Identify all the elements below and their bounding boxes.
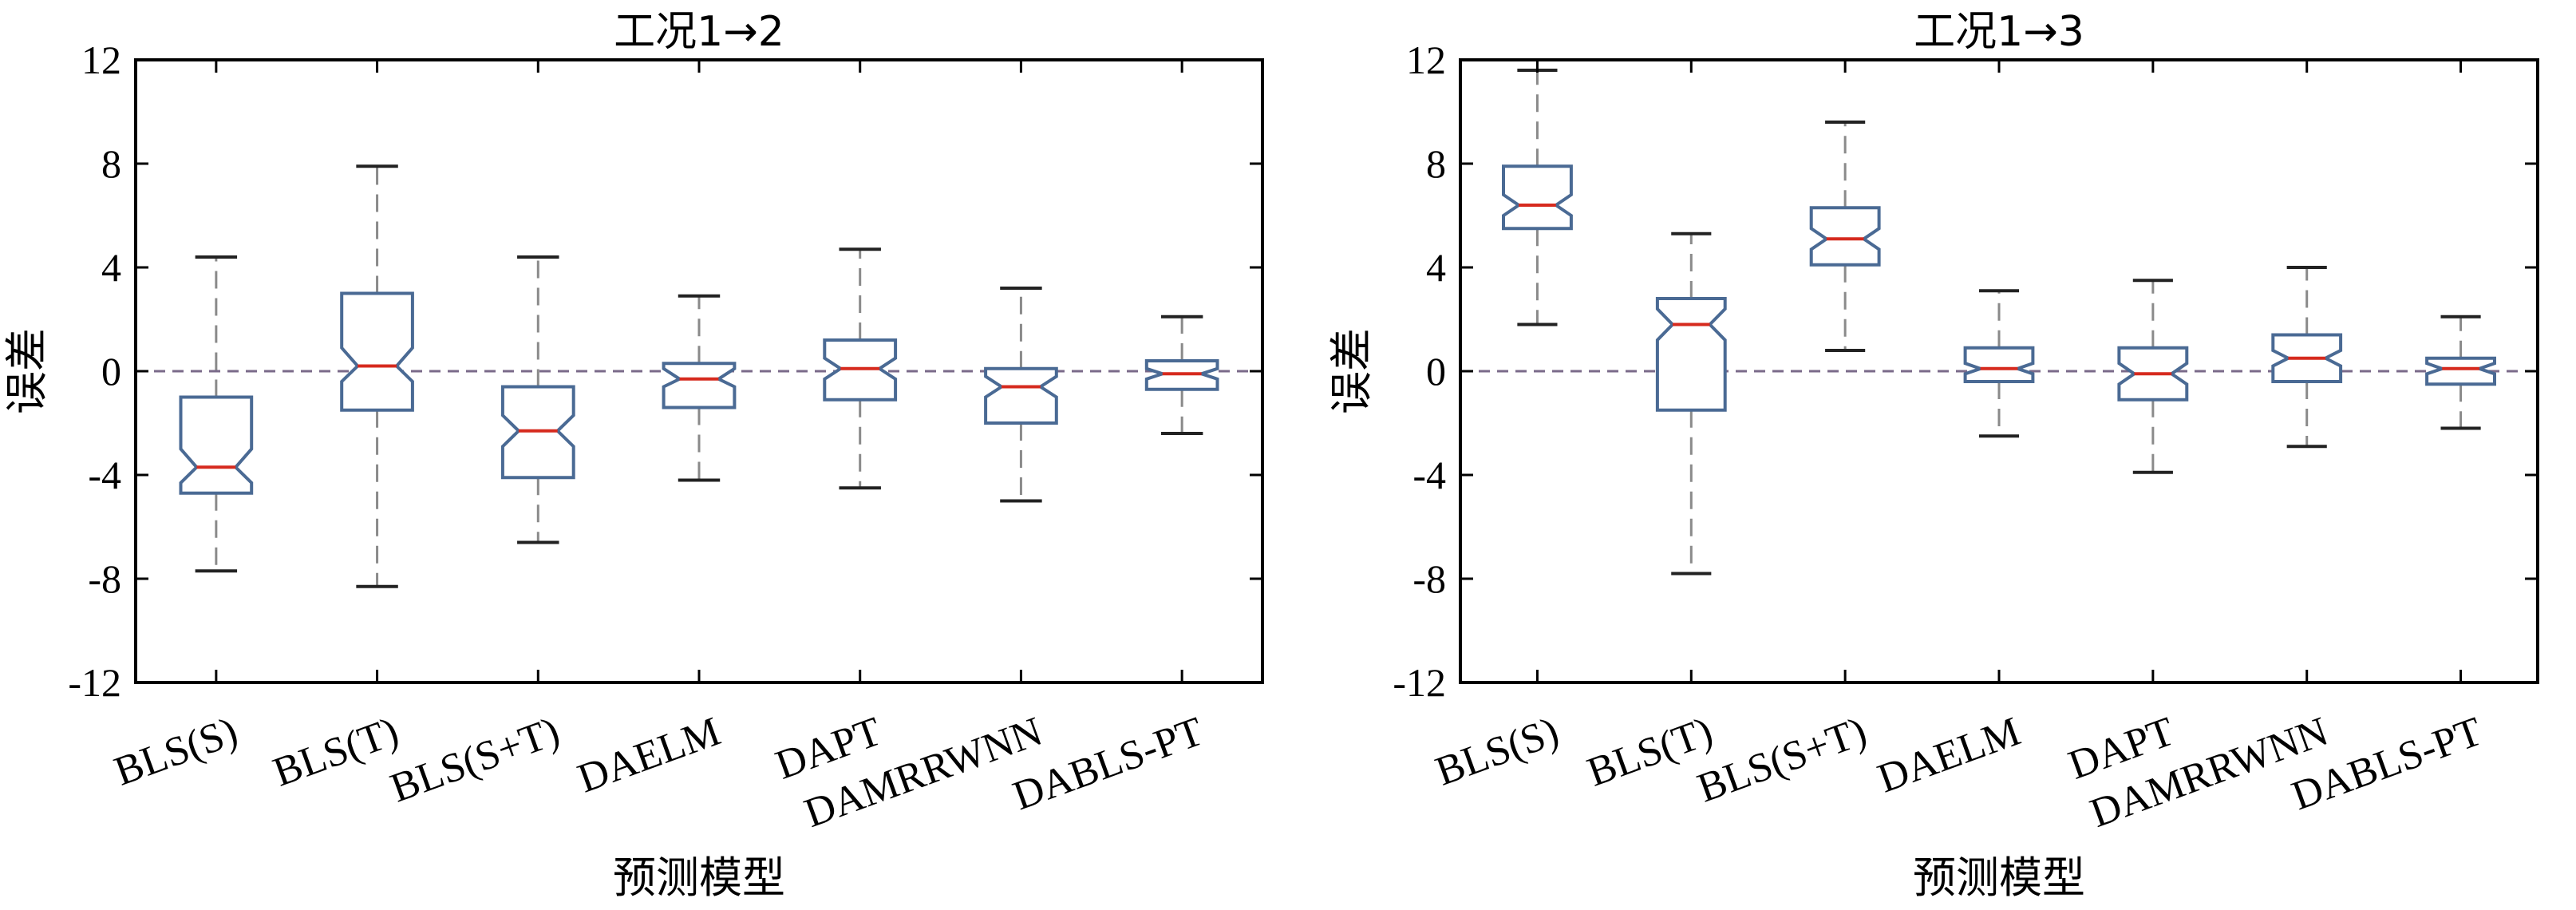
notched-box	[1655, 297, 1727, 412]
notched-box	[984, 366, 1058, 425]
x-tick-label: BLS(S)	[109, 709, 243, 795]
y-tick-label: -4	[88, 453, 121, 497]
x-axis-label: 预测模型	[613, 853, 785, 903]
notched-box	[340, 291, 414, 412]
box-dapt	[2117, 279, 2189, 474]
box-bls-s-t-	[500, 255, 575, 544]
y-tick-label: 4	[101, 245, 121, 290]
y-tick-label: 0	[101, 349, 121, 394]
notched-box	[179, 395, 254, 495]
x-tick-label: BLS(S+T)	[385, 709, 565, 812]
box-bls-t-	[1655, 231, 1727, 576]
notched-box	[1963, 346, 2035, 383]
y-tick-label: -8	[88, 556, 121, 601]
notched-box	[1809, 206, 1881, 267]
y-tick-label: -12	[1393, 660, 1446, 705]
notched-box	[1502, 164, 1573, 231]
notched-box	[662, 362, 737, 410]
chart-title: 工况1→3	[1914, 8, 2084, 56]
box-bls-t-	[340, 164, 414, 588]
y-tick-label: 12	[81, 38, 121, 82]
box-bls-s-	[179, 255, 254, 573]
chart-title: 工况1→2	[614, 8, 784, 56]
box-damrrwnn	[984, 287, 1058, 503]
y-tick-label: 0	[1426, 349, 1446, 394]
y-tick-label: 12	[1406, 38, 1446, 82]
x-tick-label: DAELM	[572, 709, 726, 802]
x-tick-label: BLS(T)	[267, 709, 405, 796]
box-dapt	[823, 247, 898, 490]
y-axis-label: 误差	[2, 328, 52, 414]
box-bls-s-t-	[1809, 121, 1881, 352]
box-bls-s-	[1502, 69, 1573, 326]
x-tick-label: BLS(S+T)	[1692, 709, 1872, 812]
y-tick-label: 4	[1426, 245, 1446, 290]
y-tick-label: -4	[1412, 453, 1446, 497]
box-daelm	[1963, 289, 2035, 438]
box-dabls-pt	[2425, 315, 2496, 430]
y-tick-label: 8	[101, 141, 121, 186]
x-tick-label: BLS(S)	[1430, 709, 1565, 795]
box-damrrwnn	[2271, 266, 2343, 449]
x-axis-label: 预测模型	[1913, 853, 2085, 903]
notched-box	[2425, 356, 2496, 386]
y-tick-label: 8	[1426, 141, 1446, 186]
y-tick-label: -12	[68, 660, 121, 705]
box-dabls-pt	[1144, 315, 1219, 435]
y-axis-label: 误差	[1326, 328, 1377, 414]
y-tick-label: -8	[1412, 556, 1446, 601]
x-tick-label: DAELM	[1872, 709, 2026, 802]
box-daelm	[662, 294, 737, 482]
